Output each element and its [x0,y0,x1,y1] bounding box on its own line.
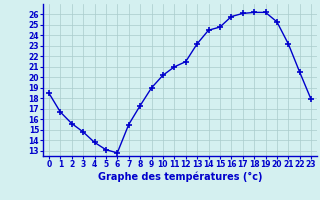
X-axis label: Graphe des températures (°c): Graphe des températures (°c) [98,172,262,182]
